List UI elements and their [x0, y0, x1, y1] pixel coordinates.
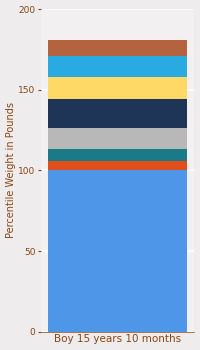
Y-axis label: Percentile Weight in Pounds: Percentile Weight in Pounds [6, 102, 16, 238]
Bar [48, 40, 187, 56]
Bar [48, 170, 187, 332]
Bar [48, 77, 187, 99]
Bar [48, 161, 187, 170]
Bar [48, 56, 187, 77]
Bar [48, 128, 187, 149]
Bar [48, 99, 187, 128]
Bar [48, 149, 187, 161]
